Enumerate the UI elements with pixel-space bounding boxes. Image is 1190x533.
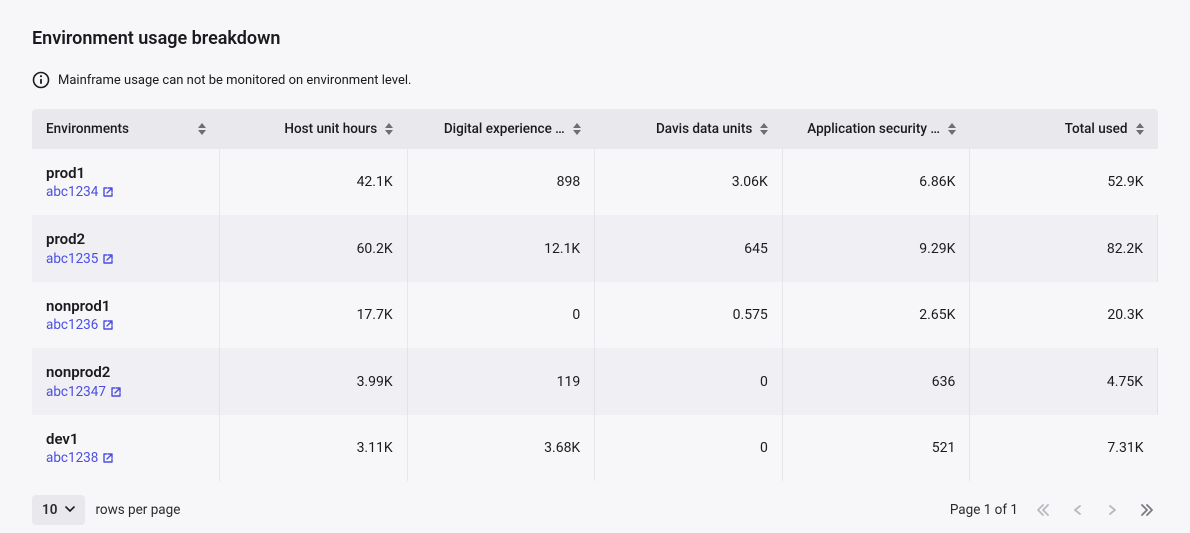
table-row: dev1abc12383.11K3.68K05217.31K xyxy=(32,415,1158,481)
page-title: Environment usage breakdown xyxy=(32,28,1158,49)
external-link-icon xyxy=(102,253,114,265)
davis-data-units-cell: 0.575 xyxy=(595,282,783,348)
last-page-button[interactable] xyxy=(1136,499,1158,521)
host-unit-hours-cell: 3.11K xyxy=(220,415,408,481)
total-used-cell: 82.2K xyxy=(970,215,1158,281)
usage-table: Environments Host unit hours Digital exper… xyxy=(32,109,1158,481)
digital-experience-cell: 12.1K xyxy=(407,215,595,281)
host-unit-hours-cell: 60.2K xyxy=(220,215,408,281)
column-label: Davis data units xyxy=(656,121,752,137)
application-security-cell: 9.29K xyxy=(782,215,970,281)
davis-data-units-cell: 0 xyxy=(595,415,783,481)
next-page-button[interactable] xyxy=(1102,500,1122,520)
page-status: Page 1 of 1 xyxy=(950,502,1018,518)
env-name: nonprod2 xyxy=(46,362,205,382)
pager-right: Page 1 of 1 xyxy=(950,499,1158,521)
env-name: dev1 xyxy=(46,429,205,449)
env-link[interactable]: abc1235 xyxy=(46,250,114,268)
rows-per-page-value: 10 xyxy=(42,502,57,518)
env-link-label: abc1234 xyxy=(46,183,98,201)
column-header[interactable]: Host unit hours xyxy=(220,109,408,149)
env-link[interactable]: abc1236 xyxy=(46,316,114,334)
env-link-label: abc1236 xyxy=(46,316,98,334)
host-unit-hours-cell: 3.99K xyxy=(220,348,408,414)
env-cell: nonprod2abc12347 xyxy=(32,348,220,414)
column-label: Total used xyxy=(1065,121,1128,137)
env-cell: prod1abc1234 xyxy=(32,149,220,215)
rows-per-page-select[interactable]: 10 xyxy=(32,495,85,525)
info-icon xyxy=(32,71,50,89)
prev-page-button[interactable] xyxy=(1068,500,1088,520)
env-link-label: abc12347 xyxy=(46,383,106,401)
column-header[interactable]: Application security … xyxy=(782,109,970,149)
sort-icon xyxy=(1136,123,1144,135)
total-used-cell: 7.31K xyxy=(970,415,1158,481)
application-security-cell: 521 xyxy=(782,415,970,481)
env-link-label: abc1238 xyxy=(46,449,98,467)
external-link-icon xyxy=(102,319,114,331)
chevron-down-icon xyxy=(65,502,75,518)
env-name: prod1 xyxy=(46,163,205,183)
env-cell: prod2abc1235 xyxy=(32,215,220,281)
column-label: Digital experience … xyxy=(444,121,565,137)
rows-per-page-label: rows per page xyxy=(95,502,180,518)
digital-experience-cell: 898 xyxy=(407,149,595,215)
digital-experience-cell: 0 xyxy=(407,282,595,348)
env-link-label: abc1235 xyxy=(46,250,98,268)
sort-icon xyxy=(760,123,768,135)
external-link-icon xyxy=(110,386,122,398)
total-used-cell: 4.75K xyxy=(970,348,1158,414)
env-link[interactable]: abc1234 xyxy=(46,183,114,201)
total-used-cell: 20.3K xyxy=(970,282,1158,348)
sort-icon xyxy=(573,123,581,135)
application-security-cell: 2.65K xyxy=(782,282,970,348)
table-body: prod1abc123442.1K8983.06K6.86K52.9Kprod2… xyxy=(32,149,1158,481)
info-message: Mainframe usage can not be monitored on … xyxy=(58,73,411,88)
host-unit-hours-cell: 42.1K xyxy=(220,149,408,215)
first-page-button[interactable] xyxy=(1032,499,1054,521)
column-label: Host unit hours xyxy=(284,121,377,137)
table-row: nonprod2abc123473.99K11906364.75K xyxy=(32,348,1158,414)
column-label: Application security … xyxy=(807,121,940,137)
column-header[interactable]: Davis data units xyxy=(595,109,783,149)
total-used-cell: 52.9K xyxy=(970,149,1158,215)
env-link[interactable]: abc12347 xyxy=(46,383,122,401)
table-row: prod2abc123560.2K12.1K6459.29K82.2K xyxy=(32,215,1158,281)
env-cell: dev1abc1238 xyxy=(32,415,220,481)
external-link-icon xyxy=(102,452,114,464)
env-name: nonprod1 xyxy=(46,296,205,316)
davis-data-units-cell: 3.06K xyxy=(595,149,783,215)
davis-data-units-cell: 645 xyxy=(595,215,783,281)
application-security-cell: 6.86K xyxy=(782,149,970,215)
table-row: prod1abc123442.1K8983.06K6.86K52.9K xyxy=(32,149,1158,215)
env-link[interactable]: abc1238 xyxy=(46,449,114,467)
table-row: nonprod1abc123617.7K00.5752.65K20.3K xyxy=(32,282,1158,348)
env-name: prod2 xyxy=(46,229,205,249)
sort-icon xyxy=(948,123,956,135)
pager: 10 rows per page Page 1 of 1 xyxy=(32,495,1158,525)
column-header[interactable]: Total used xyxy=(970,109,1158,149)
column-header[interactable]: Environments xyxy=(32,109,220,149)
davis-data-units-cell: 0 xyxy=(595,348,783,414)
column-header[interactable]: Digital experience … xyxy=(407,109,595,149)
table-header-row: Environments Host unit hours Digital exper… xyxy=(32,109,1158,149)
digital-experience-cell: 119 xyxy=(407,348,595,414)
env-cell: nonprod1abc1236 xyxy=(32,282,220,348)
pager-left: 10 rows per page xyxy=(32,495,180,525)
sort-icon xyxy=(198,123,206,135)
column-label: Environments xyxy=(46,121,129,137)
application-security-cell: 636 xyxy=(782,348,970,414)
digital-experience-cell: 3.68K xyxy=(407,415,595,481)
info-banner: Mainframe usage can not be monitored on … xyxy=(32,71,1158,89)
host-unit-hours-cell: 17.7K xyxy=(220,282,408,348)
sort-icon xyxy=(385,123,393,135)
external-link-icon xyxy=(102,186,114,198)
